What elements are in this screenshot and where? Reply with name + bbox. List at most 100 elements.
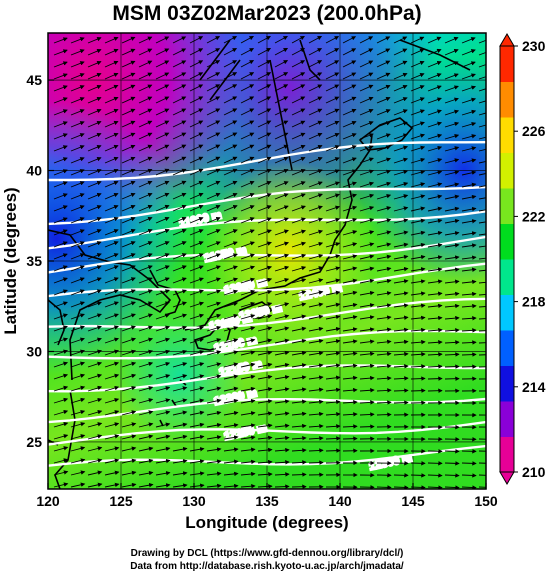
wind-arrow xyxy=(240,350,256,356)
wind-arrow xyxy=(308,108,323,116)
wind-arrow xyxy=(172,301,187,308)
wind-arrow xyxy=(172,337,188,344)
wind-arrow xyxy=(308,351,324,356)
wind-arrow xyxy=(53,193,68,200)
wind-arrow xyxy=(342,96,357,104)
wind-arrow xyxy=(121,385,137,392)
wind-arrow xyxy=(393,388,409,393)
wind-arrow xyxy=(189,84,204,92)
wind-arrow xyxy=(223,48,238,56)
wind-arrow xyxy=(121,458,137,464)
wind-arrow xyxy=(274,338,290,344)
wind-arrow xyxy=(325,169,340,176)
wind-arrow xyxy=(189,337,205,344)
wind-arrow xyxy=(308,399,324,405)
wind-arrow xyxy=(393,364,409,369)
wind-arrow xyxy=(240,132,255,140)
wind-arrow xyxy=(121,241,136,248)
wind-arrow xyxy=(325,205,341,212)
wind-arrow xyxy=(325,181,340,188)
wind-arrow xyxy=(155,241,170,248)
wind-arrow xyxy=(257,84,272,92)
wind-arrow xyxy=(87,241,102,248)
wind-arrow xyxy=(325,48,340,56)
wind-arrow xyxy=(70,109,85,116)
wind-arrow xyxy=(53,181,68,188)
wind-arrow xyxy=(461,158,477,164)
wind-arrow xyxy=(427,109,442,116)
wind-arrow xyxy=(53,37,68,44)
wind-arrow xyxy=(444,146,460,152)
wind-arrow xyxy=(240,144,255,152)
wind-arrow xyxy=(359,169,375,176)
wind-arrow xyxy=(206,471,222,476)
wind-arrow xyxy=(274,108,289,116)
wind-arrow xyxy=(342,133,357,140)
wind-arrow xyxy=(291,326,307,332)
wind-arrow xyxy=(104,217,119,224)
wind-arrow xyxy=(172,36,187,44)
wind-arrow xyxy=(223,144,238,152)
wind-arrow xyxy=(70,446,86,452)
wind-arrow xyxy=(257,314,273,320)
wind-arrow xyxy=(291,302,307,308)
wind-arrow xyxy=(70,37,85,44)
wind-arrow xyxy=(155,265,170,272)
wind-arrow xyxy=(342,290,358,296)
wind-arrow xyxy=(376,412,392,417)
wind-arrow xyxy=(257,411,273,416)
wind-arrow xyxy=(308,338,324,344)
wind-arrow xyxy=(427,48,442,56)
wind-arrow xyxy=(342,205,358,212)
wind-arrow xyxy=(87,48,102,56)
wind-arrow xyxy=(240,483,256,489)
wind-arrow xyxy=(410,327,426,333)
wind-arrow xyxy=(189,168,204,176)
wind-arrow xyxy=(444,315,460,321)
wind-arrow xyxy=(291,229,307,236)
wind-arrow xyxy=(121,96,136,104)
wind-arrow xyxy=(172,349,188,356)
wind-arrow xyxy=(206,204,221,212)
wind-arrow xyxy=(359,400,375,405)
wind-arrow xyxy=(274,144,289,152)
wind-arrow xyxy=(274,277,290,284)
wind-arrow xyxy=(325,448,341,453)
wind-arrow xyxy=(410,364,426,369)
wind-arrow xyxy=(274,84,289,92)
wind-arrow xyxy=(325,375,341,380)
wind-arrow xyxy=(138,36,153,44)
wind-arrow xyxy=(121,168,136,176)
wind-arrow xyxy=(376,485,392,489)
wind-arrow xyxy=(325,387,341,393)
wind-arrow xyxy=(104,410,120,416)
wind-arrow xyxy=(325,132,340,140)
wind-arrow xyxy=(461,291,477,297)
wind-arrow xyxy=(121,144,136,152)
colorbar-tick-label: 214 xyxy=(522,379,546,395)
wind-arrow xyxy=(206,60,221,68)
wind-arrow xyxy=(444,291,460,297)
wind-arrow xyxy=(223,36,238,44)
wind-arrow xyxy=(240,362,256,368)
wind-arrow xyxy=(53,61,68,68)
wind-arrow xyxy=(444,121,460,128)
wind-arrow xyxy=(274,326,290,332)
wind-arrow xyxy=(223,447,239,452)
wind-arrow xyxy=(70,277,85,284)
wind-arrow xyxy=(172,84,187,92)
wind-arrow xyxy=(410,352,426,357)
wind-arrow xyxy=(206,422,222,428)
wind-arrow xyxy=(240,289,256,296)
wind-arrow xyxy=(206,156,221,164)
wind-arrow xyxy=(104,397,120,404)
wind-arrow xyxy=(70,422,86,428)
wind-arrow xyxy=(172,434,188,440)
wind-arrow xyxy=(359,60,374,68)
wind-arrow xyxy=(393,194,409,200)
wind-arrow xyxy=(342,436,358,441)
wind-arrow xyxy=(121,349,137,356)
wind-arrow xyxy=(444,279,460,284)
wind-arrow xyxy=(274,460,290,465)
wind-arrow xyxy=(104,48,119,56)
